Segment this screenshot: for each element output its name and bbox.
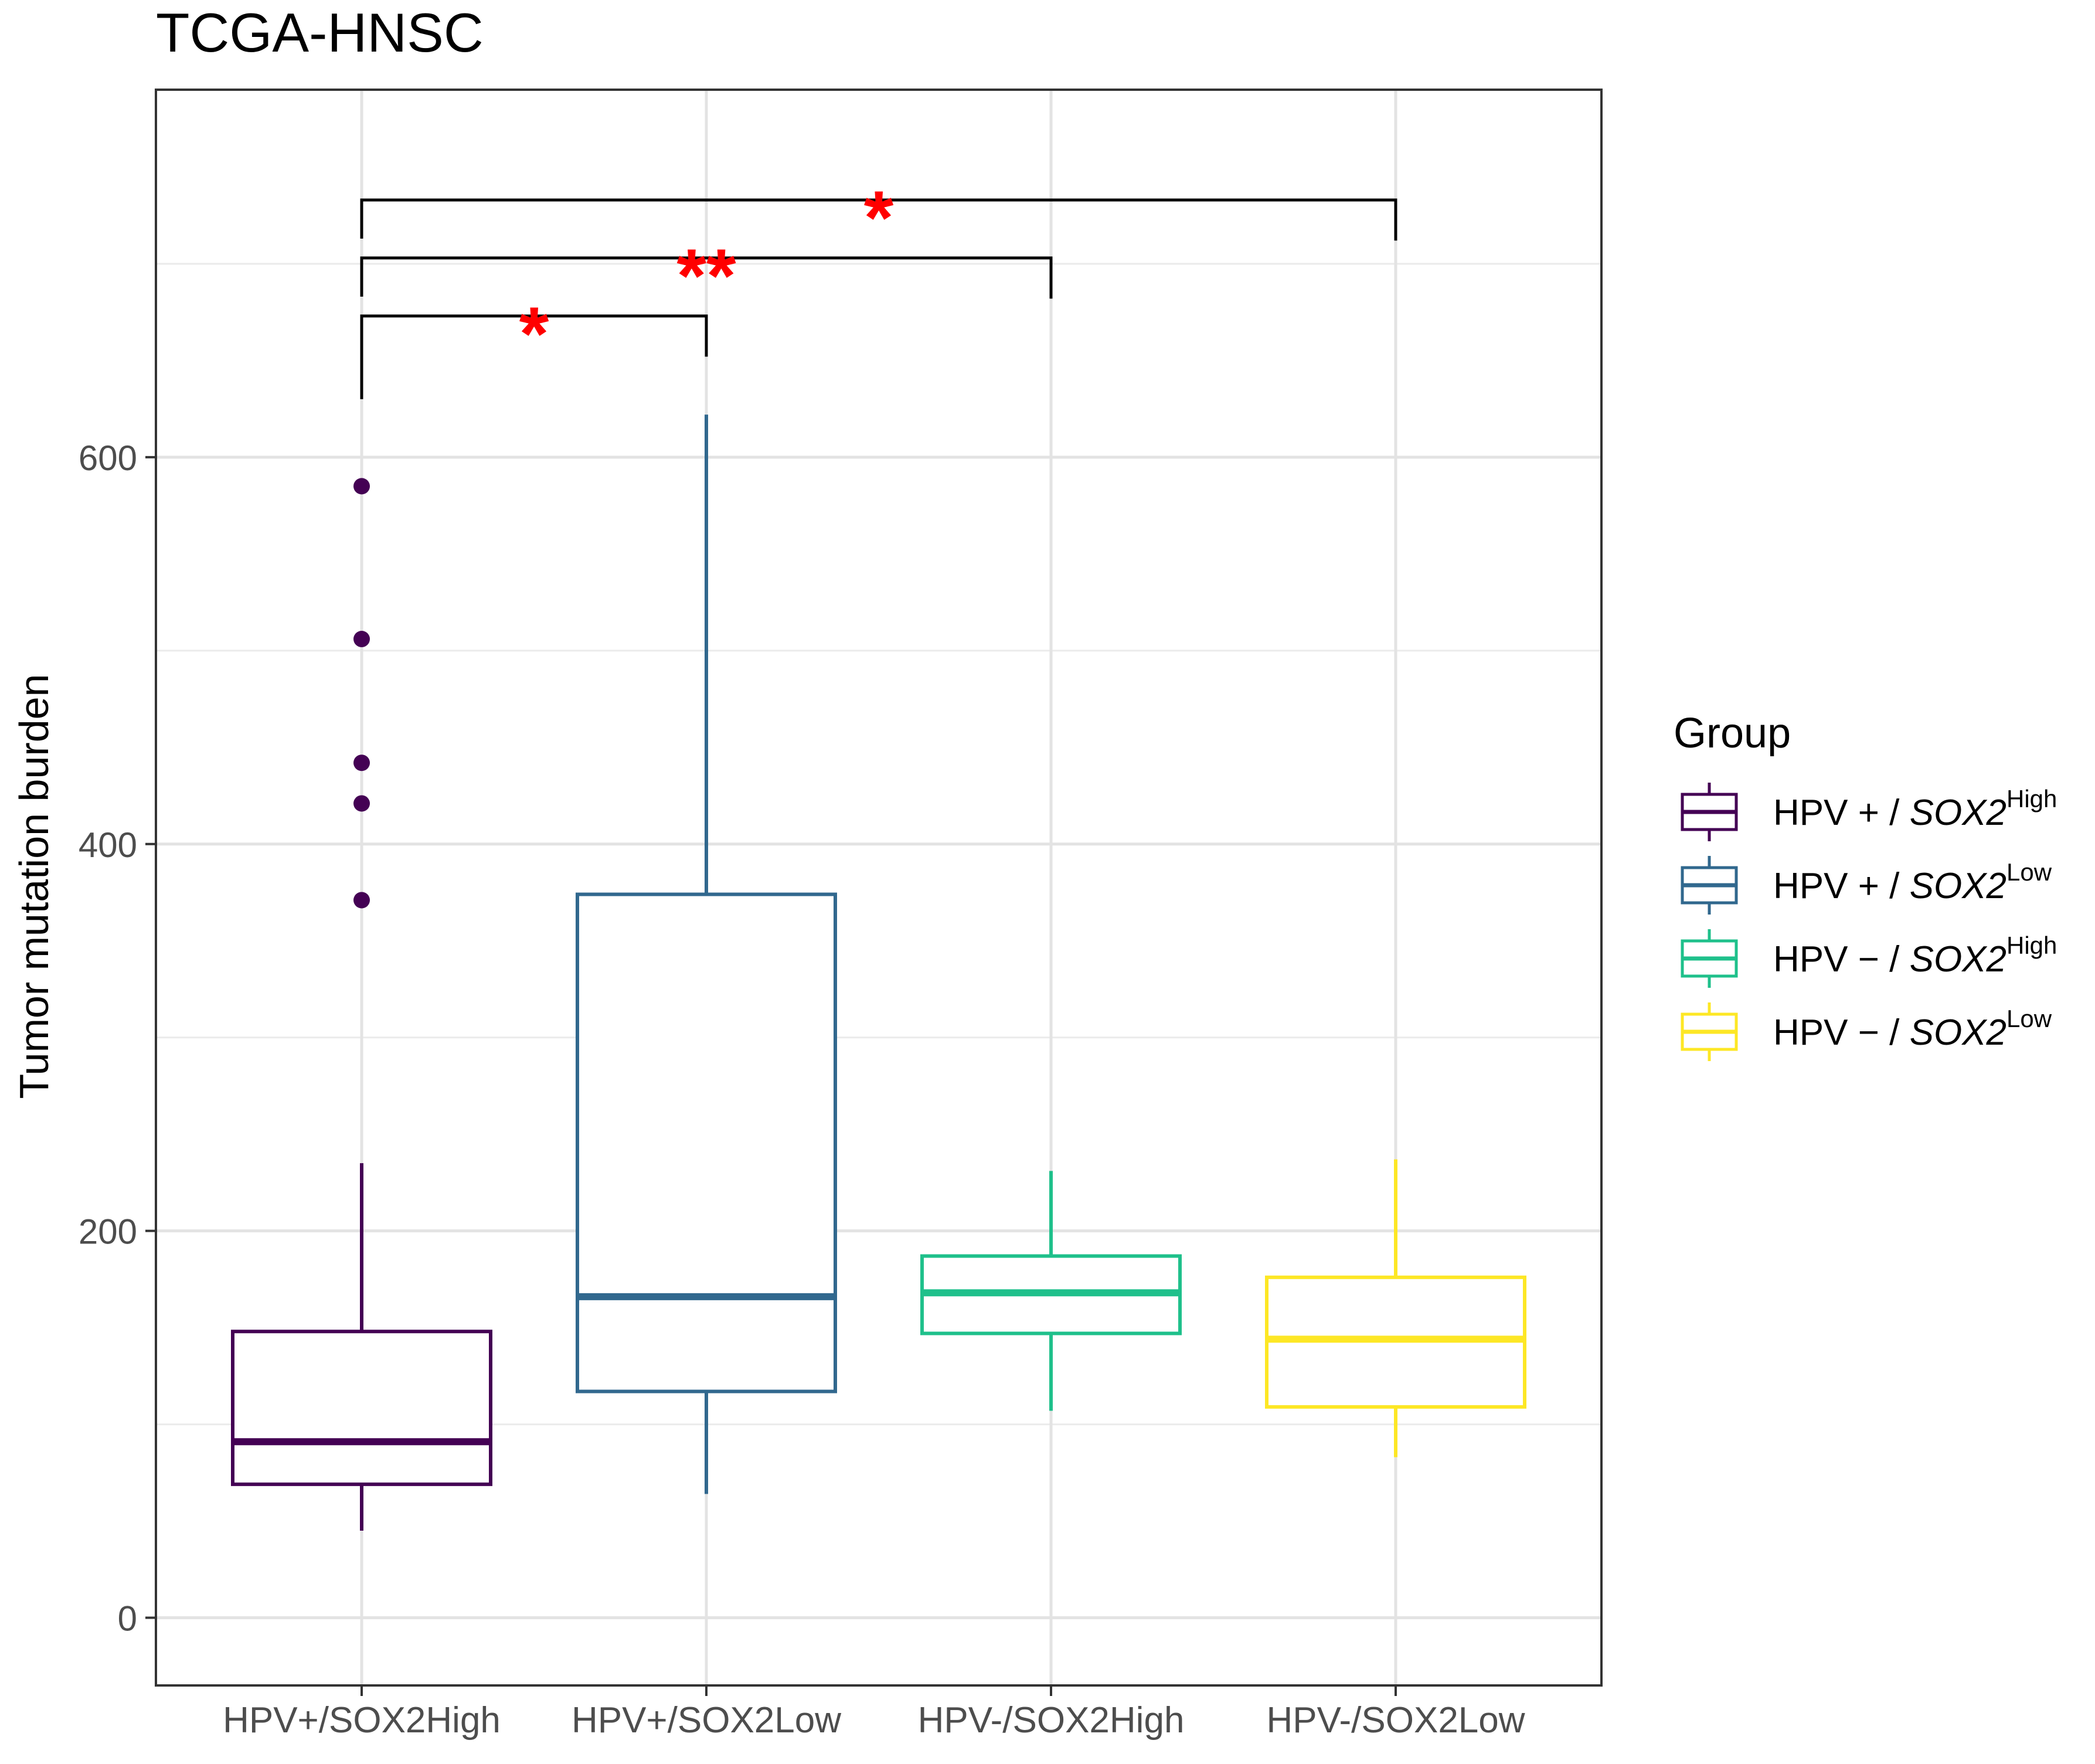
significance-bracket xyxy=(360,198,1397,241)
legend-item: HPV − / SOX2High xyxy=(1681,929,2057,988)
significance-label: * xyxy=(864,175,894,260)
legend-label-prefix: HPV − / xyxy=(1773,1012,1910,1053)
legend-label-prefix: HPV + / xyxy=(1773,866,1910,906)
panel-border xyxy=(155,89,1603,1687)
outlier-point xyxy=(353,631,370,648)
x-tick-label: HPV-/SOX2High xyxy=(918,1700,1185,1741)
box-series xyxy=(231,414,1526,1531)
significance-label: ** xyxy=(676,233,736,318)
legend-label: HPV + / SOX2Low xyxy=(1773,858,2052,906)
legend-item: HPV + / SOX2Low xyxy=(1681,856,2052,915)
x-tick-label: HPV+/SOX2Low xyxy=(572,1700,841,1741)
outlier-point xyxy=(353,892,370,909)
legend-label-superscript: Low xyxy=(2006,858,2052,886)
y-tick-label: 400 xyxy=(79,825,137,865)
box-HPV-/SOX2High xyxy=(920,1171,1182,1411)
x-tick-label: HPV+/SOX2High xyxy=(223,1700,501,1741)
box-HPV+/SOX2Low xyxy=(576,414,837,1494)
box-iqr xyxy=(231,1330,492,1486)
significance-brackets: **** xyxy=(360,175,1397,399)
y-tick-label: 200 xyxy=(79,1212,137,1252)
significance-bracket xyxy=(360,256,1053,299)
legend-label: HPV − / SOX2Low xyxy=(1773,1005,2052,1053)
legend-label: HPV − / SOX2High xyxy=(1773,932,2057,980)
significance-label: * xyxy=(519,291,549,376)
legend-label-gene: SOX2 xyxy=(1910,866,2006,906)
box-iqr xyxy=(576,892,837,1393)
legend-label-superscript: Low xyxy=(2006,1005,2052,1032)
y-tick-label: 0 xyxy=(118,1599,137,1639)
legend-label-prefix: HPV − / xyxy=(1773,939,1910,980)
legend-label: HPV + / SOX2High xyxy=(1773,785,2057,833)
box-HPV-/SOX2Low xyxy=(1265,1159,1526,1457)
legend-label-prefix: HPV + / xyxy=(1773,793,1910,833)
y-axis-label: Tumor mutation burden xyxy=(11,674,57,1099)
significance-bracket xyxy=(360,314,708,399)
y-tick-label: 600 xyxy=(79,439,137,478)
legend-label-superscript: High xyxy=(2006,932,2057,959)
legend-label-gene: SOX2 xyxy=(1910,939,2006,980)
legend-label-superscript: High xyxy=(2006,785,2057,813)
x-tick-label: HPV-/SOX2Low xyxy=(1266,1700,1525,1741)
legend-label-gene: SOX2 xyxy=(1910,793,2006,833)
box-HPV+/SOX2High xyxy=(231,478,492,1531)
axes: 0 200 400 600 HPV+/SOX2High HPV+/SOX2Low HPV-/… xyxy=(79,89,1603,1741)
chart-title: TCGA-HNSC xyxy=(156,2,484,63)
outlier-point xyxy=(353,754,370,771)
outlier-point xyxy=(353,795,370,812)
legend-item: HPV − / SOX2Low xyxy=(1681,1002,2052,1061)
legend-title: Group xyxy=(1674,710,1791,757)
outlier-point xyxy=(353,478,370,495)
legend-item: HPV + / SOX2High xyxy=(1681,783,2057,841)
legend-label-gene: SOX2 xyxy=(1910,1012,2006,1053)
